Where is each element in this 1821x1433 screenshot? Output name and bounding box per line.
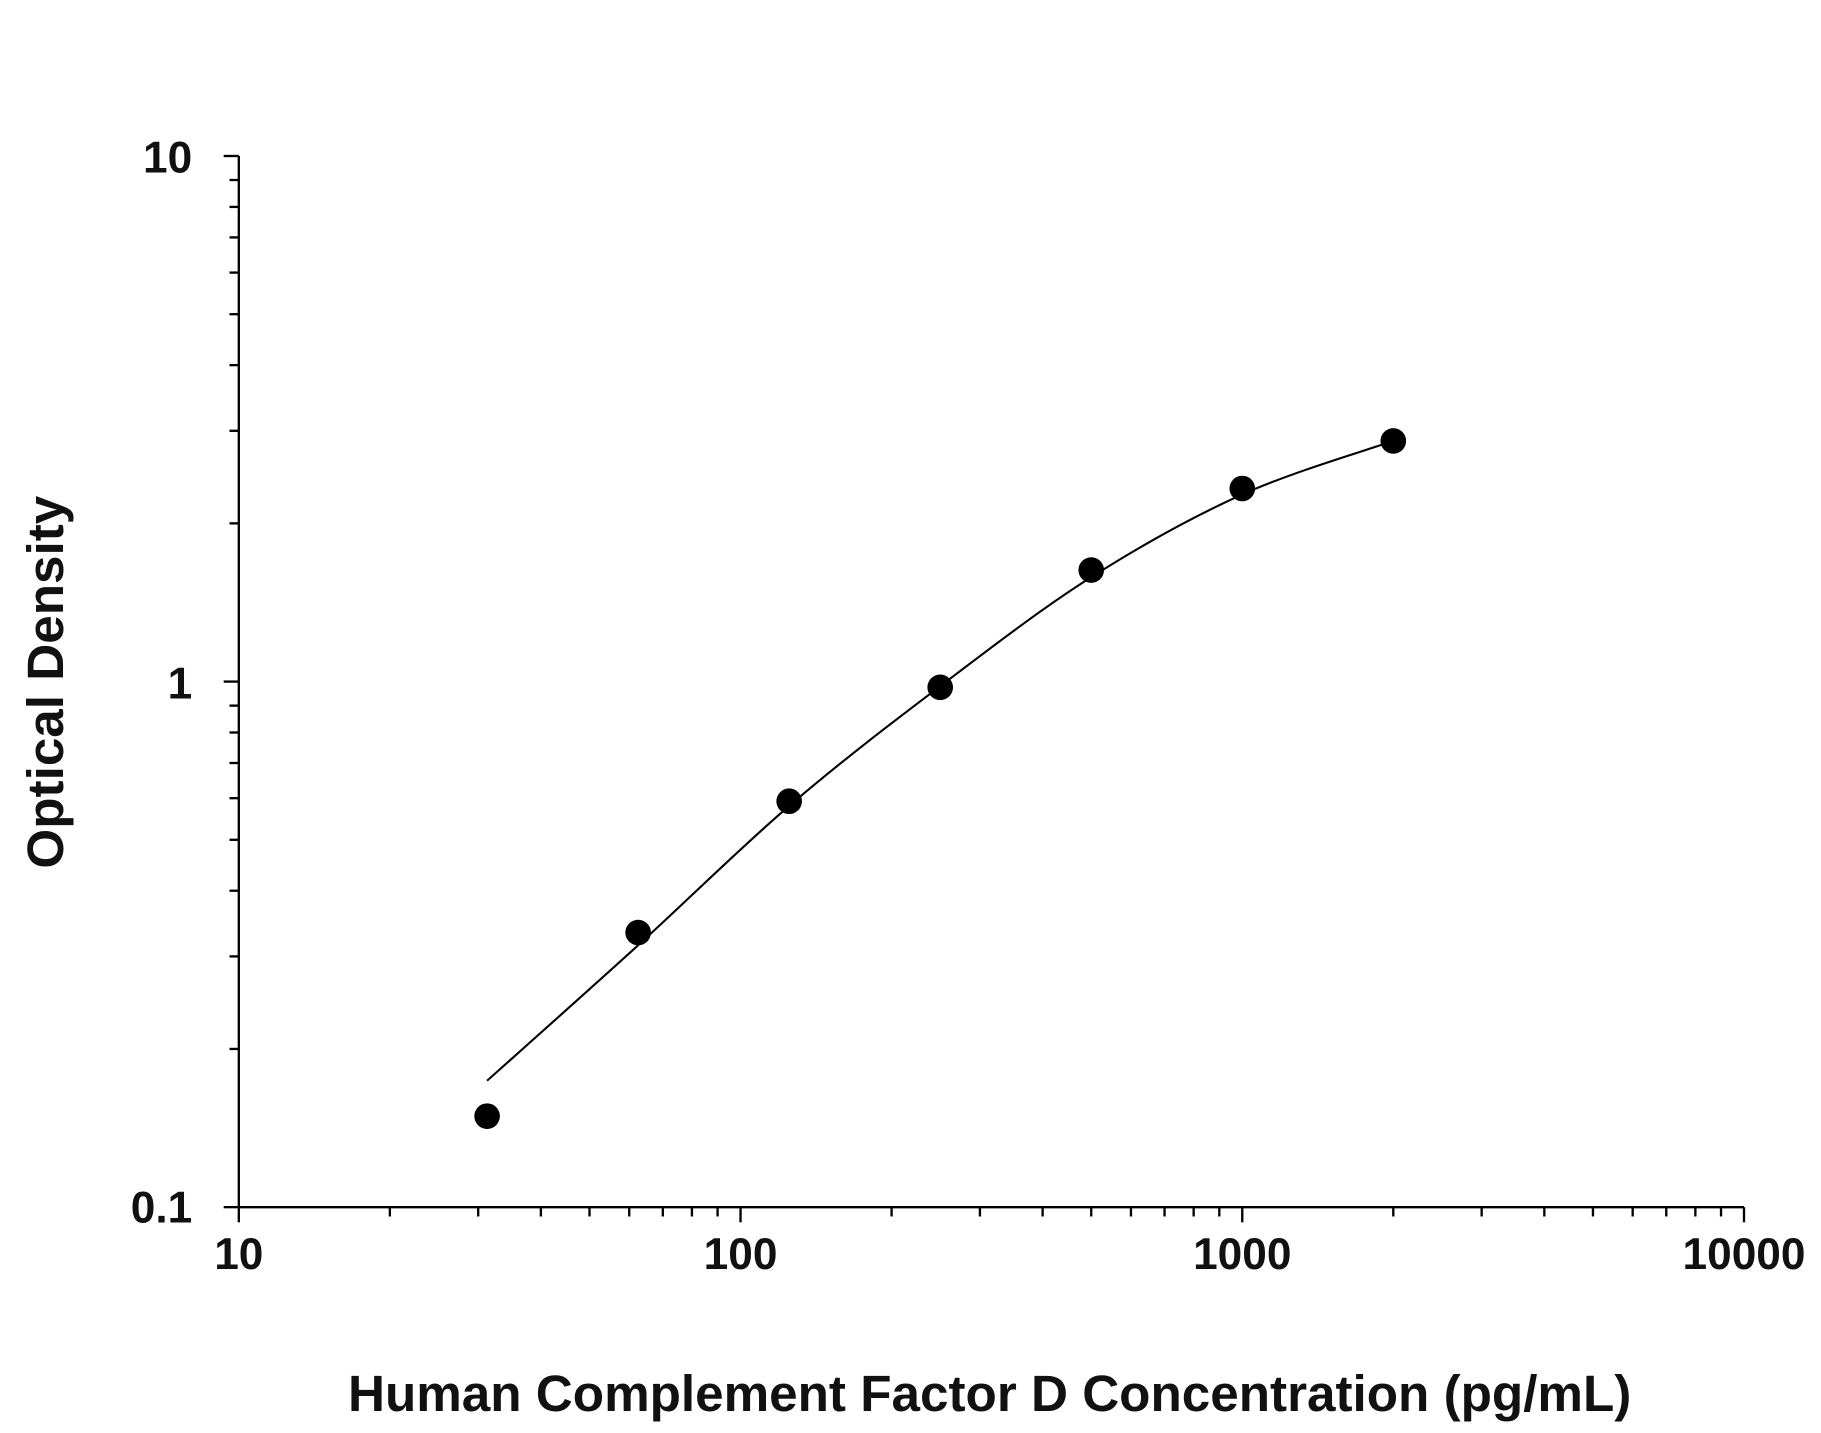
data-point [474, 1103, 500, 1129]
axes [223, 154, 1746, 1223]
y-tick-label: 10 [143, 133, 192, 182]
x-axis-title: Human Complement Factor D Concentration … [348, 1365, 1631, 1422]
x-tick-label: 1000 [1193, 1230, 1291, 1279]
data-point [927, 674, 954, 701]
y-tick-label: 0.1 [131, 1183, 192, 1232]
y-axis-title: Optical Density [17, 495, 74, 868]
data-point [625, 919, 651, 946]
data-point [776, 788, 802, 815]
plot-area [474, 428, 1407, 1129]
data-point [1229, 475, 1256, 502]
data-point [1380, 428, 1407, 454]
data-point [1078, 557, 1105, 583]
y-tick-label: 1 [168, 659, 193, 708]
x-tick-label: 10 [214, 1230, 263, 1279]
fit-curve [486, 439, 1394, 1082]
x-tick-label: 10000 [1683, 1230, 1806, 1279]
x-tick-label: 100 [704, 1230, 778, 1279]
